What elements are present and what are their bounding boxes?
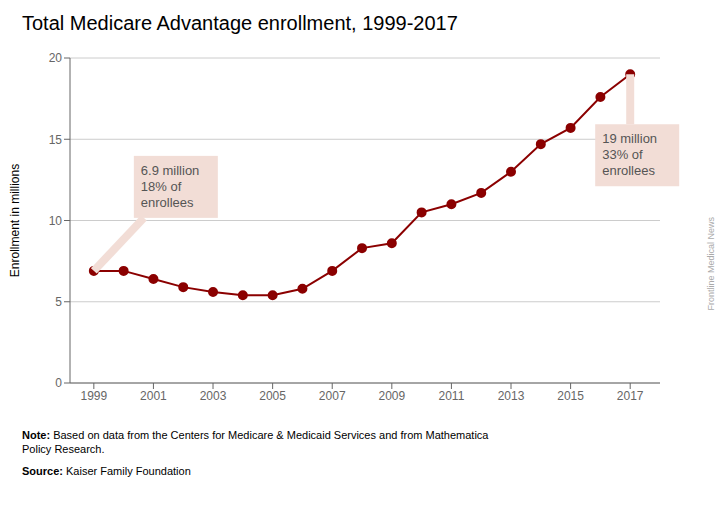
svg-text:20: 20 <box>49 51 63 65</box>
svg-text:2015: 2015 <box>557 389 584 403</box>
svg-text:2013: 2013 <box>498 389 525 403</box>
svg-text:Enrollment in millions: Enrollment in millions <box>8 164 22 277</box>
html-text:Note: Based on data from the C: Note: Based on data from the Centers for… <box>22 429 489 455</box>
svg-text:2009: 2009 <box>378 389 405 403</box>
html-text:Total Medicare Advantage enrol: Total Medicare Advantage enrollment, 199… <box>22 12 458 34</box>
svg-text:2003: 2003 <box>200 389 227 403</box>
svg-text:2007: 2007 <box>319 389 346 403</box>
svg-text:2017: 2017 <box>617 389 644 403</box>
svg-text:5: 5 <box>55 295 62 309</box>
svg-text:6.9 million18% ofenrollees: 6.9 million18% ofenrollees <box>141 163 200 210</box>
html-text:Source: Kaiser Family Foundati: Source: Kaiser Family Foundation <box>22 465 191 477</box>
svg-text:2011: 2011 <box>439 389 465 403</box>
svg-text:19 million33% ofenrollees: 19 million33% ofenrollees <box>602 131 657 178</box>
svg-text:2001: 2001 <box>140 389 167 403</box>
svg-text:10: 10 <box>49 214 63 228</box>
svg-text:15: 15 <box>49 133 63 147</box>
svg-text:1999: 1999 <box>80 389 107 403</box>
svg-text:2005: 2005 <box>259 389 286 403</box>
svg-text:0: 0 <box>55 376 62 390</box>
html-text:Frontline Medical News: Frontline Medical News <box>706 217 716 311</box>
